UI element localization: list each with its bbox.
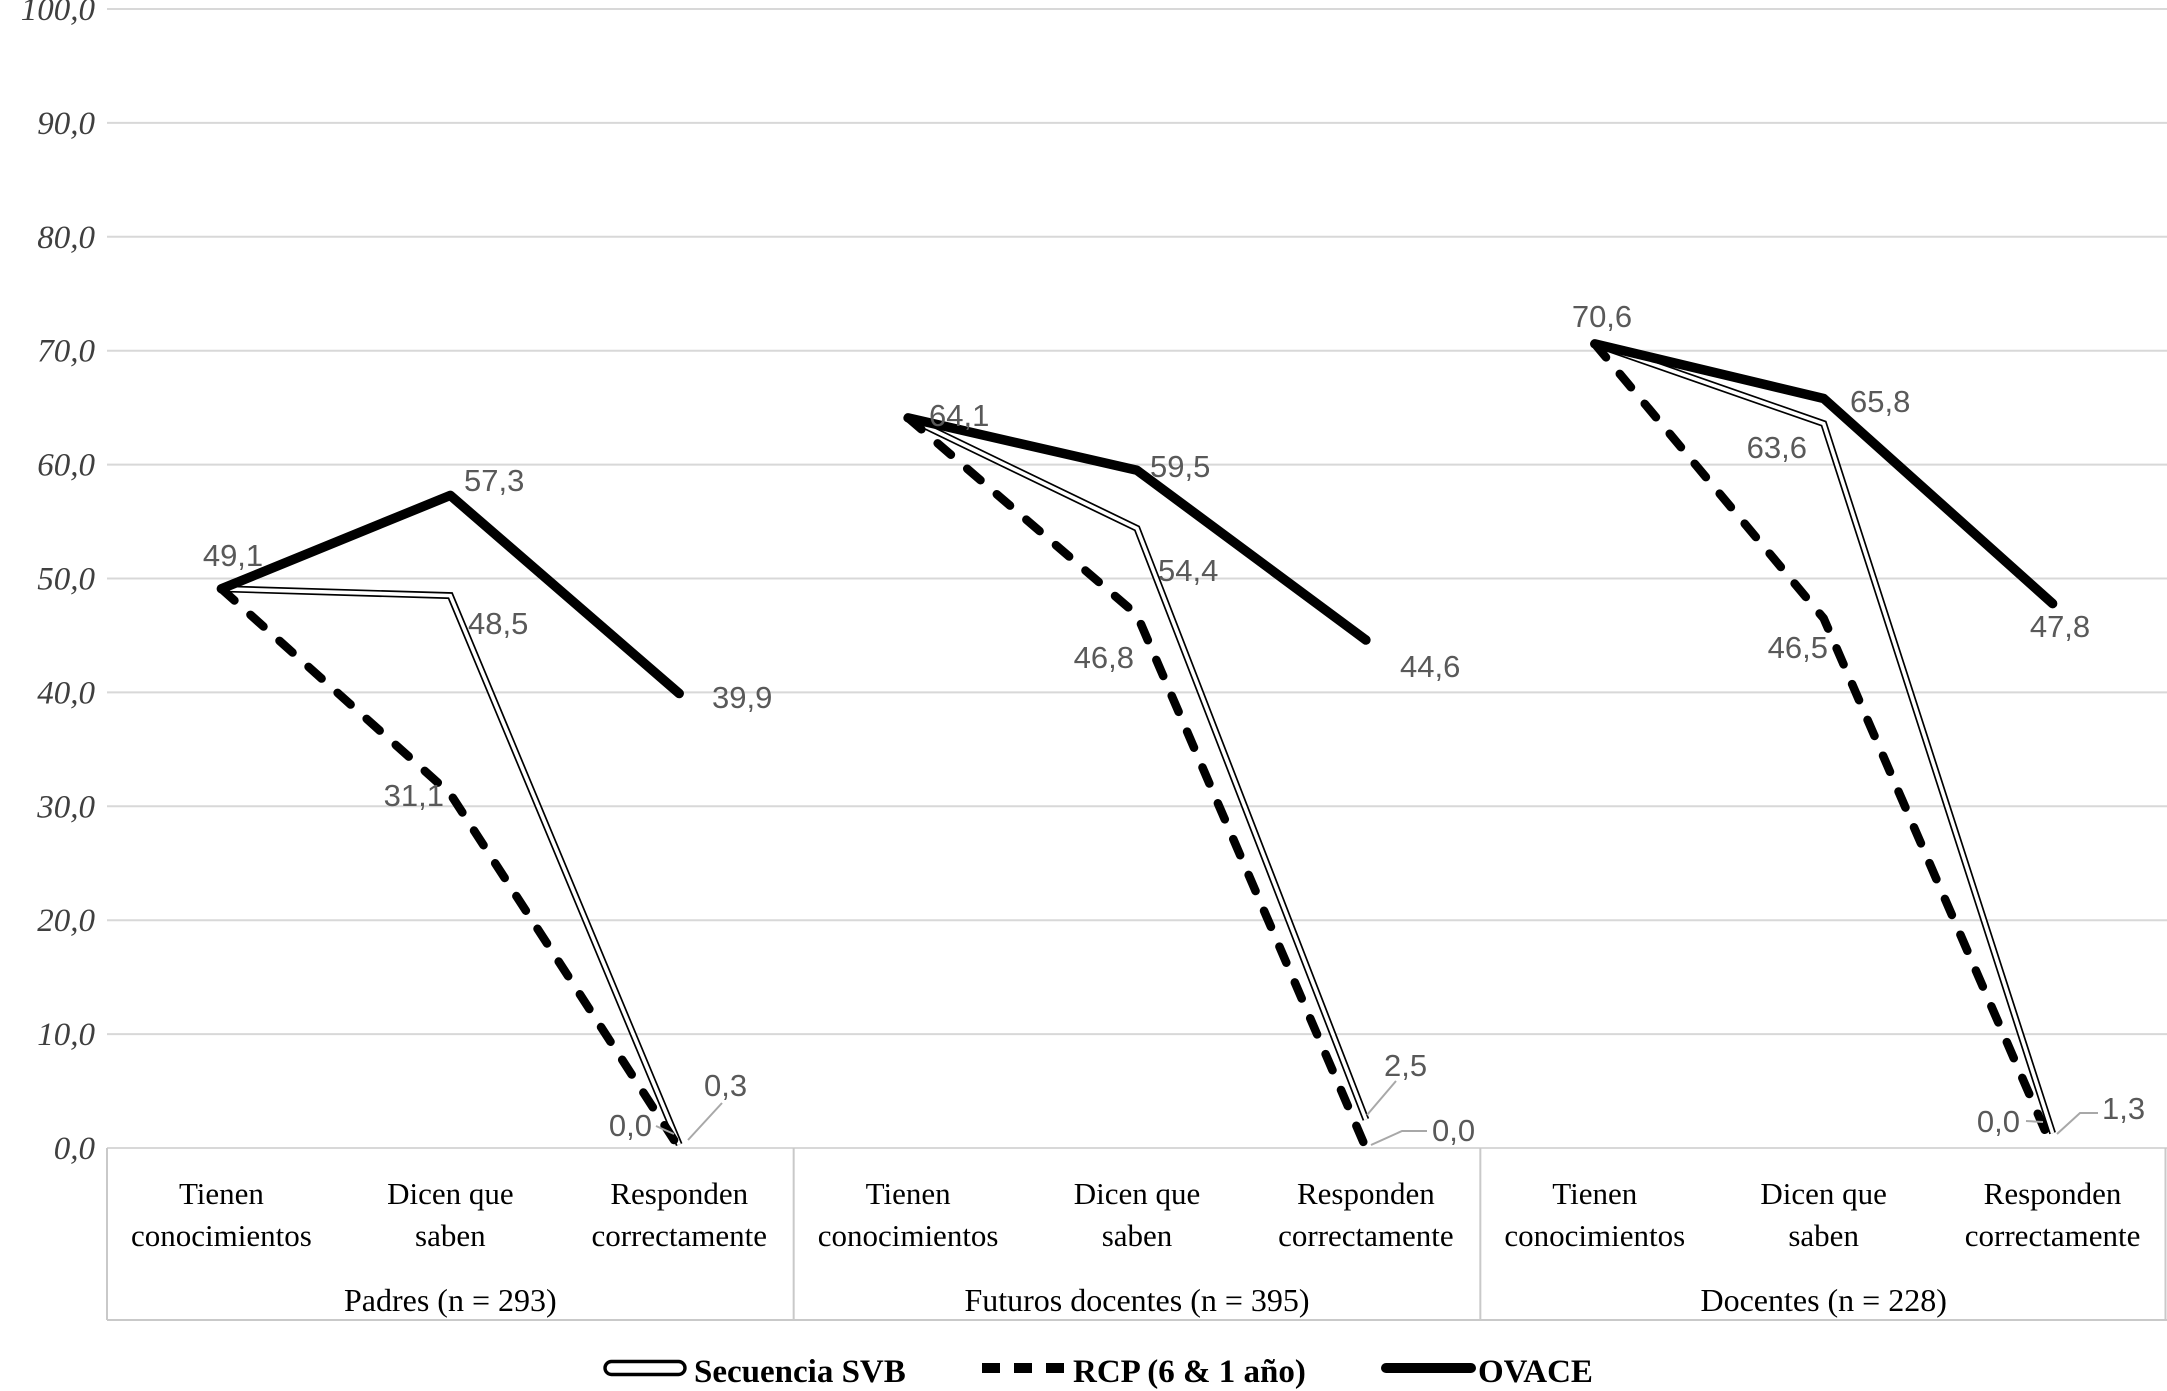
series-ovace: [903, 413, 1371, 645]
data-label: 65,8: [1850, 384, 1910, 419]
legend-label: Secuencia SVB: [694, 1354, 906, 1390]
series-thick: [216, 339, 2058, 699]
data-label: 48,5: [468, 606, 528, 641]
series-secuencia-svb-inner: [221, 587, 681, 1146]
series-double: [221, 340, 2056, 1146]
legend: Secuencia SVB RCP (6 & 1 año) OVACE: [603, 1354, 1593, 1390]
category-label: Responden: [1984, 1176, 2122, 1211]
y-axis-tick-label: 50,0: [37, 562, 95, 598]
data-label: 0,3: [704, 1068, 747, 1103]
y-axis-tick-label: 60,0: [37, 448, 95, 484]
group-label: Futuros docentes (n = 395): [964, 1282, 1309, 1318]
leader-line: [2025, 1120, 2044, 1123]
category-labels: Tienen conocimientos Dicen que saben Respond…: [131, 1176, 2140, 1318]
y-axis: 0,0 10,0 20,0 30,0 40,0 50,0 60,0 70,0 80,0 90,0 1…: [21, 0, 96, 1167]
category-label: Dicen que: [1074, 1176, 1201, 1211]
legend-label: OVACE: [1478, 1354, 1593, 1390]
category-label: Tienen: [866, 1176, 951, 1211]
y-axis-tick-label: 40,0: [37, 675, 95, 711]
data-label: 2,5: [1384, 1048, 1427, 1083]
data-label: 44,6: [1400, 649, 1460, 684]
y-axis-tick-label: 10,0: [37, 1017, 95, 1053]
data-label: 0,0: [1432, 1113, 1475, 1148]
data-label: 47,8: [2030, 609, 2090, 644]
y-axis-tick-label: 30,0: [36, 789, 95, 825]
category-label: conocimientos: [131, 1218, 312, 1253]
data-label: 1,3: [2102, 1091, 2145, 1126]
category-label: saben: [1788, 1218, 1859, 1253]
category-label: correctamente: [591, 1218, 767, 1253]
series-ovace: [216, 490, 684, 699]
data-label: 57,3: [464, 463, 524, 498]
data-label: 39,9: [712, 680, 772, 715]
y-axis-tick-label: 20,0: [37, 903, 95, 939]
category-label: Tienen: [179, 1176, 264, 1211]
data-label: 70,6: [1572, 299, 1632, 334]
data-label: 54,4: [1158, 553, 1218, 588]
series-secuencia-svb-inner: [907, 416, 1368, 1121]
category-label: Responden: [610, 1176, 748, 1211]
category-label: correctamente: [1965, 1218, 2141, 1253]
category-label: saben: [1102, 1218, 1173, 1253]
data-label: 46,8: [1074, 640, 1134, 675]
category-label: saben: [415, 1218, 486, 1253]
y-axis-tick-label: 70,0: [37, 334, 95, 370]
category-label: Dicen que: [1760, 1176, 1887, 1211]
leader-line: [1366, 1080, 1397, 1116]
leader-lines: [655, 1080, 2098, 1146]
series-rcp: [1590, 339, 2057, 1153]
leader-line: [655, 1125, 675, 1135]
data-label: 0,0: [609, 1108, 652, 1143]
data-label: 46,5: [1768, 630, 1828, 665]
data-label: 31,1: [384, 778, 444, 813]
series-rcp: [217, 584, 684, 1153]
leader-line: [687, 1102, 723, 1141]
leader-line: [2056, 1112, 2098, 1135]
category-label: Tienen: [1552, 1176, 1637, 1211]
category-label: Responden: [1297, 1176, 1435, 1211]
gridlines: [107, 8, 2167, 1149]
y-axis-tick-label: 0,0: [54, 1131, 96, 1167]
series-secuencia-svb-inner: [1594, 342, 2055, 1134]
data-label: 0,0: [1977, 1104, 2020, 1139]
category-label: Dicen que: [387, 1176, 514, 1211]
category-label: correctamente: [1278, 1218, 1454, 1253]
leader-line: [1370, 1130, 1427, 1146]
y-axis-tick-label: 80,0: [37, 220, 95, 256]
data-label: 59,5: [1150, 449, 1210, 484]
group-label: Padres (n = 293): [344, 1282, 557, 1318]
series-dashed: [217, 339, 2057, 1153]
data-label: 63,6: [1747, 430, 1807, 465]
category-axis-box: [106, 1148, 2167, 1321]
data-label: 64,1: [929, 398, 989, 433]
series-ovace: [1590, 339, 2058, 609]
data-label: 49,1: [203, 538, 263, 573]
data-labels: 49,1 57,3 48,5 31,1 39,9 0,0 0,3 64,1 59,5 54,4 46…: [203, 299, 2145, 1148]
y-axis-tick-label: 100,0: [21, 0, 96, 28]
y-axis-tick-label: 90,0: [37, 106, 95, 142]
category-label: conocimientos: [1504, 1218, 1685, 1253]
group-label: Docentes (n = 228): [1700, 1282, 1946, 1318]
legend-label: RCP (6 & 1 año): [1073, 1354, 1306, 1390]
legend-marker-secuencia-svb: [603, 1359, 687, 1377]
category-label: conocimientos: [818, 1218, 999, 1253]
